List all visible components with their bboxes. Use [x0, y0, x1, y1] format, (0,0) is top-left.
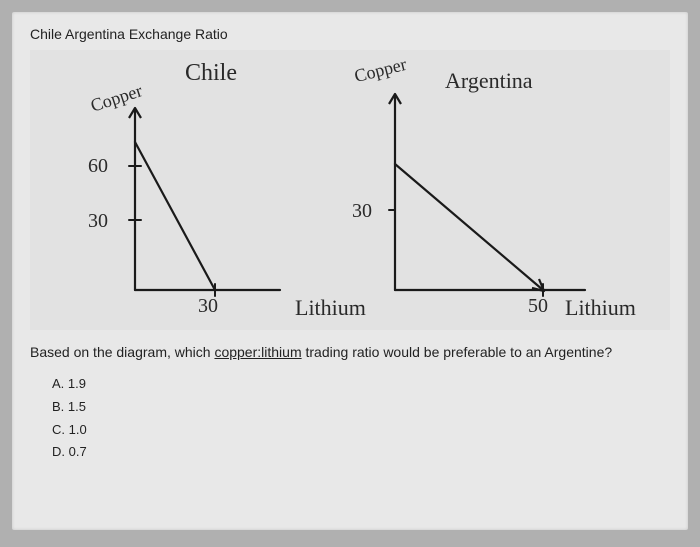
- page-title: Chile Argentina Exchange Ratio: [30, 26, 670, 42]
- chile-title: Chile: [185, 60, 237, 87]
- option-d[interactable]: D. 0.7: [52, 442, 670, 463]
- answer-options: A. 1.9 B. 1.5 C. 1.0 D. 0.7: [52, 374, 670, 463]
- argentina-y-tick-30: 30: [352, 200, 372, 223]
- option-a[interactable]: A. 1.9: [52, 374, 670, 395]
- question-prefix: Based on the diagram, which: [30, 344, 214, 360]
- diagram-area: Copper Chile 60 30 30 Copper: [30, 50, 670, 330]
- chile-x-tick-30: 30: [198, 295, 218, 318]
- question-underlined: copper:lithium: [214, 344, 301, 360]
- question-text: Based on the diagram, which copper:lithi…: [30, 344, 670, 360]
- option-c[interactable]: C. 1.0: [52, 420, 670, 441]
- argentina-x-axis-label: Lithium: [295, 295, 366, 321]
- argentina-axes-svg: [340, 60, 620, 320]
- question-suffix: trading ratio would be preferable to an …: [302, 344, 613, 360]
- option-b[interactable]: B. 1.5: [52, 397, 670, 418]
- chile-y-tick-60: 60: [88, 155, 108, 178]
- chart-argentina: Copper Argentina 30 50 Lithium Lithium: [340, 60, 620, 320]
- chile-y-tick-30: 30: [88, 210, 108, 233]
- argentina-title: Argentina: [445, 68, 533, 94]
- chart-chile: Copper Chile 60 30 30: [80, 60, 300, 320]
- page: Chile Argentina Exchange Ratio Copper Ch…: [12, 12, 688, 530]
- argentina-x-axis-label-2: Lithium: [565, 295, 636, 321]
- argentina-x-tick-50: 50: [528, 295, 548, 318]
